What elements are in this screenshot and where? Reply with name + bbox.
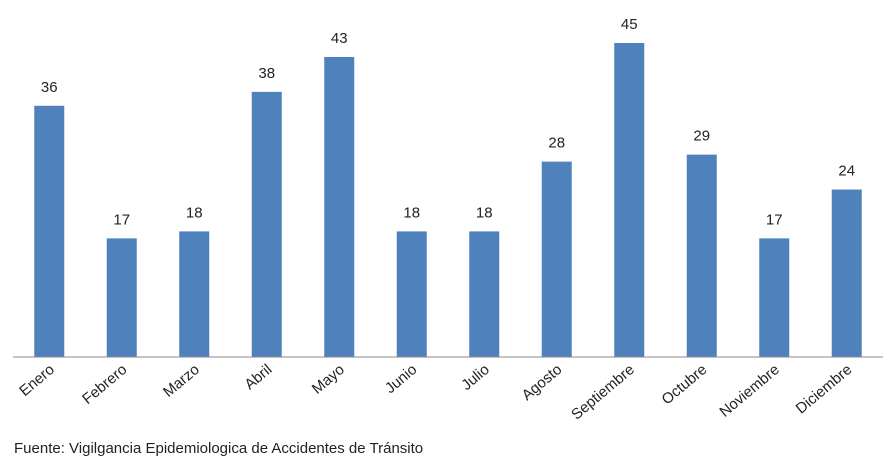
x-tick-label: Febrero <box>79 361 130 408</box>
x-tick-label: Noviembre <box>716 361 782 421</box>
x-tick-label: Diciembre <box>793 361 856 417</box>
data-label: 17 <box>113 211 130 228</box>
data-label: 43 <box>331 30 348 47</box>
data-label: 29 <box>693 128 710 145</box>
x-tick-label: Septiembre <box>568 361 638 423</box>
x-tick-label: Abril <box>241 361 275 393</box>
x-tick-label: Marzo <box>160 361 203 401</box>
x-tick-label: Junio <box>382 361 420 397</box>
data-label: 45 <box>621 16 638 33</box>
bar <box>759 238 790 357</box>
bar <box>251 91 282 357</box>
x-tick-label: Mayo <box>309 361 348 398</box>
data-label: 18 <box>403 204 420 221</box>
bar <box>469 231 500 357</box>
x-tick-label: Julio <box>458 361 493 394</box>
data-label: 36 <box>41 79 58 96</box>
x-tick-label: Agosto <box>519 361 566 404</box>
bar <box>324 56 355 357</box>
data-label: 17 <box>766 211 783 228</box>
bar <box>34 105 65 357</box>
data-label: 18 <box>476 204 493 221</box>
bar <box>106 238 137 357</box>
bar <box>831 189 862 357</box>
bar <box>179 231 210 357</box>
x-tick-label: Octubre <box>659 361 711 408</box>
bar <box>686 154 717 357</box>
data-label: 38 <box>258 65 275 82</box>
source-note: Fuente: Vigilgancia Epidemiologica de Ac… <box>14 440 423 457</box>
data-label: 28 <box>548 135 565 152</box>
x-tick-label: Enero <box>16 361 58 400</box>
data-label: 18 <box>186 204 203 221</box>
bar <box>541 161 572 357</box>
bar <box>396 231 427 357</box>
data-label: 24 <box>838 163 855 180</box>
bar <box>614 43 645 357</box>
